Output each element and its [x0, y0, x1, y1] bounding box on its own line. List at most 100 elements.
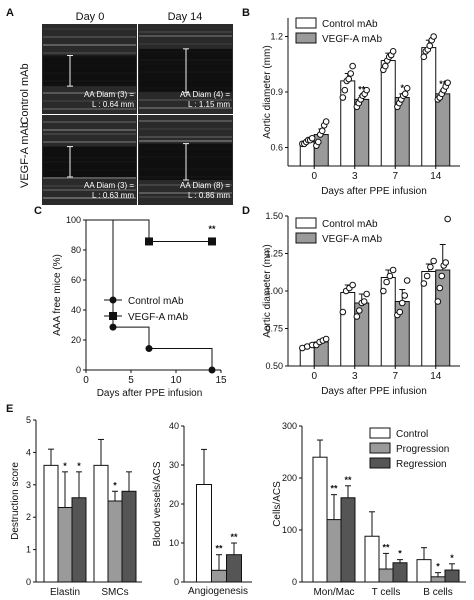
legend-label: Control mAb: [322, 19, 378, 30]
data-point: [430, 257, 437, 265]
tissue-band: [139, 120, 232, 122]
bar: [211, 569, 227, 583]
tissue-band: [139, 136, 232, 138]
x-tick-label: T cells: [372, 587, 401, 598]
y-tick-label: 1: [26, 545, 31, 555]
data-point: [380, 287, 387, 295]
bar: [340, 292, 356, 367]
measurement-label: AA Diam (8) =: [180, 181, 230, 190]
significance-mark: *: [63, 461, 67, 471]
x-tick-label: 14: [430, 371, 442, 382]
bar: [93, 464, 109, 583]
data-point: [436, 284, 444, 292]
tissue-band: [139, 184, 232, 186]
x-tick-label: 15: [215, 375, 227, 386]
tissue-band: [139, 107, 232, 109]
measurement-label: AA Diam (4) =: [180, 90, 230, 99]
bar: [340, 80, 356, 167]
bar: [435, 269, 451, 367]
y-tick-label: 20: [169, 499, 179, 509]
data-point: [308, 134, 316, 142]
tissue-band: [43, 121, 136, 123]
x-tick-label: Elastin: [50, 587, 80, 598]
data-point: [145, 345, 153, 353]
measurement-value: L : 1.15 mm: [188, 100, 230, 109]
x-tick-label: 3: [352, 171, 358, 182]
tissue-band: [43, 92, 136, 94]
tissue-band: [43, 36, 136, 38]
legend-label: Regression: [396, 459, 447, 470]
y-tick-label: 20: [71, 335, 81, 345]
y-tick-label: 1.25: [265, 249, 283, 259]
legend-swatch: [369, 457, 391, 469]
y-tick-label: 0: [76, 365, 81, 375]
y-tick-label: 100: [66, 215, 81, 225]
data-point: [356, 307, 363, 314]
y-tick-label: 60: [71, 275, 81, 285]
tissue-band: [139, 128, 232, 130]
bar: [364, 535, 380, 583]
legend-label: Control: [396, 429, 428, 440]
bar: [226, 554, 242, 583]
y-axis-label: Blood vessels/ACS: [152, 461, 163, 546]
x-axis-label: Angiogenesis: [188, 586, 248, 597]
significance-mark: *: [113, 480, 117, 490]
significance-mark: **: [215, 544, 223, 554]
y-tick-label: 0.75: [265, 324, 283, 334]
data-point: [382, 62, 389, 70]
tissue-band: [43, 197, 136, 199]
y-tick-label: 30: [169, 460, 179, 470]
y-axis-label: Aortic diameter (mm): [262, 45, 273, 138]
bar: [416, 559, 432, 583]
tissue-band: [43, 185, 136, 187]
y-tick-label: 0: [292, 577, 297, 587]
tissue-band: [139, 196, 232, 198]
bar: [107, 500, 123, 583]
tissue-band: [43, 100, 136, 102]
x-tick-label: 14: [430, 171, 442, 182]
x-tick-label: Mon/Mac: [313, 587, 354, 598]
x-tick-label: 0: [83, 375, 89, 386]
legend-marker: [109, 296, 117, 304]
x-tick-label: 10: [170, 375, 182, 386]
bar: [326, 519, 342, 583]
aorta-lumen: [43, 146, 136, 177]
data-point: [318, 127, 326, 135]
significance-mark: **: [358, 85, 366, 95]
row-label-vegfa: VEGF-A mAb: [19, 122, 31, 188]
tissue-band: [139, 35, 232, 37]
aorta-lumen: [43, 55, 136, 87]
measurement-label: AA Diam (3) =: [84, 181, 134, 190]
panel-d-chart: 0.50 0.75 1.00 1.25 1.50 0 3 7 14 Aortic diameter…: [262, 211, 460, 397]
y-tick-label: 300: [282, 421, 297, 431]
y-tick-label: 1.2: [270, 32, 283, 42]
data-point: [438, 272, 446, 280]
significance-mark: **: [208, 224, 216, 234]
data-point: [208, 366, 216, 374]
legend-swatch: [369, 427, 391, 439]
y-tick-label: 40: [71, 305, 81, 315]
x-tick-label: 7: [392, 171, 398, 182]
y-tick-label: 1.00: [265, 286, 283, 296]
legend-swatch: [295, 232, 317, 244]
bar: [444, 569, 460, 583]
tissue-band: [139, 43, 232, 45]
significance-mark: **: [382, 542, 390, 552]
y-tick-label: 100: [282, 525, 297, 535]
bar: [43, 464, 59, 583]
x-tick-label: 0: [311, 171, 317, 182]
col-label-day0: Day 0: [76, 11, 105, 23]
significance-mark: **: [230, 532, 238, 542]
tissue-band: [43, 28, 136, 30]
x-tick-label: 3: [352, 371, 358, 382]
y-axis-label: Cells/ACS: [272, 481, 283, 527]
row-label-control: Control mAb: [19, 63, 31, 124]
data-point: [427, 263, 434, 271]
data-point: [396, 308, 404, 316]
y-tick-label: 0.9: [270, 87, 283, 97]
bar: [340, 497, 356, 583]
tissue-band: [43, 133, 136, 135]
data-point: [349, 281, 356, 289]
panel-e-destruction-chart: 0 1 2 3 4 5 Elastin SMCs * * * Destruction score: [10, 415, 142, 598]
data-point: [360, 298, 368, 305]
